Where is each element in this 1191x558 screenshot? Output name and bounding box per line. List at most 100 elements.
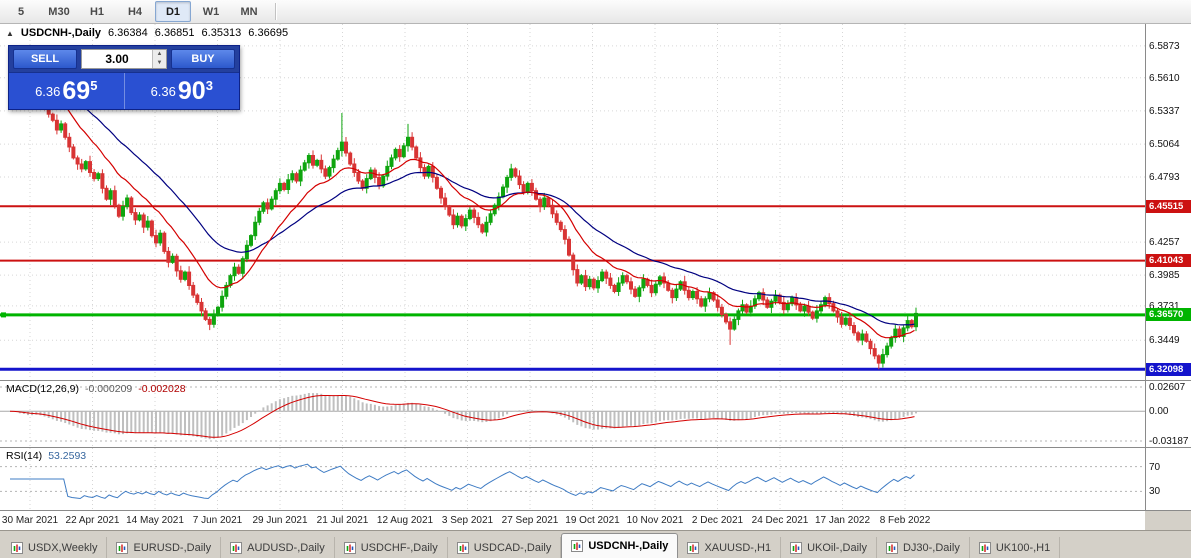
date-axis: 30 Mar 2021 22 Apr 2021 14 May 2021 7 Jun 2… <box>0 511 1145 530</box>
chart-tab-audusd-daily[interactable]: AUDUSD-,Daily <box>221 537 335 558</box>
volume-spin-down-icon[interactable]: ▼ <box>153 59 166 68</box>
chart-tab-label: USDCHF-,Daily <box>360 541 438 554</box>
chart-tab-label: USDX,Weekly <box>28 541 98 554</box>
macd-axis-label: -0.03187 <box>1149 436 1189 447</box>
chart-tab-usdcnh-daily[interactable]: USDCNH-,Daily <box>561 533 679 558</box>
macd-canvas[interactable] <box>0 381 1145 447</box>
macd-label: MACD(12,26,9) <box>6 383 79 395</box>
volume-spin-buttons: ▲ ▼ <box>152 50 166 68</box>
date-axis-label: 7 Jun 2021 <box>192 515 243 526</box>
price-axis: 6.5873 6.5610 6.5337 6.5064 6.4793 6.4257 6.39… <box>1145 24 1191 510</box>
chart-tab-label: UKOil-,Daily <box>807 541 867 554</box>
date-axis-label: 14 May 2021 <box>126 515 184 526</box>
date-axis-label: 27 Sep 2021 <box>501 515 559 526</box>
bid-price[interactable]: 6.36 69 5 <box>9 73 125 109</box>
chart-tab-label: UK100-,H1 <box>995 541 1051 554</box>
chart-tab-xauusd-h1[interactable]: XAUUSD-,H1 <box>678 537 782 558</box>
macd-axis-label: 0.00 <box>1149 406 1169 418</box>
price-axis-label: 6.3449 <box>1149 335 1180 347</box>
date-axis-label: 12 Aug 2021 <box>376 515 434 526</box>
chart-tab-usdcad-daily[interactable]: USDCAD-,Daily <box>448 537 562 558</box>
toolbar-separator <box>275 3 277 20</box>
rsi-panel: RSI(14) 53.2593 <box>0 448 1145 510</box>
hline-price-badge: 6.36570 <box>1146 308 1191 322</box>
chart-tab-label: XAUUSD-,H1 <box>704 541 772 554</box>
panel-separator <box>0 510 1191 511</box>
main-chart-panel: ▲ USDCNH-,Daily 6.36384 6.36851 6.35313 … <box>0 24 1145 380</box>
macd-axis-label: 0.02607 <box>1149 382 1186 393</box>
price-axis-label: 6.3731 <box>1149 300 1180 312</box>
date-axis-label: 17 Jan 2022 <box>814 515 871 526</box>
hline-price-badge: 6.32098 <box>1146 362 1191 376</box>
quote-open: 6.36384 <box>108 27 148 39</box>
date-axis-label: 30 Mar 2021 <box>1 515 59 526</box>
chart-tab-dj30-daily[interactable]: DJ30-,Daily <box>877 537 970 558</box>
ask-price-prefix: 6.36 <box>150 83 176 99</box>
macd-panel: MACD(12,26,9) -0.000209 -0.002028 <box>0 381 1145 447</box>
price-axis-label: 6.3985 <box>1149 270 1180 282</box>
price-chart-canvas[interactable] <box>0 24 1145 380</box>
quote-low: 6.35313 <box>201 27 242 39</box>
chart-tab-icon <box>571 540 584 552</box>
timeframe-button-h1[interactable]: H1 <box>89 5 105 18</box>
rsi-canvas[interactable] <box>0 448 1145 510</box>
chart-tab-icon <box>11 541 23 554</box>
date-axis-label: 2 Dec 2021 <box>691 515 744 526</box>
volume-value[interactable]: 3.00 <box>105 52 129 66</box>
buy-button[interactable]: BUY <box>171 49 235 69</box>
chart-tab-label: AUDUSD-,Daily <box>247 541 325 554</box>
timeframe-button-m30[interactable]: M30 <box>48 5 70 18</box>
chart-tab-uk100-h1[interactable]: UK100-,H1 <box>970 537 1061 558</box>
ask-price[interactable]: 6.36 90 3 <box>125 73 240 109</box>
bid-price-prefix: 6.36 <box>35 83 61 99</box>
price-axis-label: 6.5610 <box>1149 72 1180 84</box>
volume-spinner[interactable]: 3.00 ▲ ▼ <box>81 49 167 69</box>
macd-main-value: -0.000209 <box>84 383 133 395</box>
price-axis-label: 6.5064 <box>1149 139 1180 151</box>
trade-panel-prices: 6.36 69 5 6.36 90 3 <box>9 72 239 109</box>
timeframe-button-h4[interactable]: H4 <box>127 5 143 18</box>
bid-price-sup: 5 <box>90 78 98 93</box>
timeframe-button-mn[interactable]: MN <box>240 5 258 18</box>
price-axis-label: 6.5337 <box>1149 105 1180 117</box>
chart-tab-icon <box>790 541 803 554</box>
rsi-axis-label: 70 <box>1149 461 1161 473</box>
quote-close: 6.36695 <box>248 27 289 39</box>
ask-price-big: 90 <box>177 76 206 105</box>
hline-price-badge: 6.45515 <box>1146 199 1191 213</box>
bid-price-big: 69 <box>62 76 91 105</box>
chart-tab-label: EURUSD-,Daily <box>133 541 212 554</box>
timeframe-button-w1[interactable]: W1 <box>202 5 220 18</box>
panel-separator[interactable] <box>0 380 1191 381</box>
date-axis-label: 10 Nov 2021 <box>626 515 684 526</box>
price-axis-label: 6.5873 <box>1149 40 1180 52</box>
date-axis-label: 21 Jul 2021 <box>316 515 369 526</box>
rsi-axis-label: 30 <box>1149 486 1161 498</box>
sell-button[interactable]: SELL <box>13 49 77 69</box>
date-axis-label: 29 Jun 2021 <box>252 515 308 526</box>
macd-signal-value: -0.002028 <box>138 383 186 395</box>
date-axis-label: 8 Feb 2022 <box>879 515 931 526</box>
one-click-collapse-icon[interactable]: ▲ <box>6 28 14 38</box>
chart-tab-icon <box>687 541 700 554</box>
timeframe-button-d1[interactable]: D1 <box>155 1 191 22</box>
panel-separator[interactable] <box>0 447 1191 448</box>
chart-tab-icon <box>885 541 898 554</box>
chart-quote-line: ▲ USDCNH-,Daily 6.36384 6.36851 6.35313 … <box>6 27 288 39</box>
timeframe-button-5[interactable]: 5 <box>17 5 25 18</box>
chart-tab-label: DJ30-,Daily <box>902 541 960 554</box>
chart-tab-label: USDCNH-,Daily <box>588 540 669 552</box>
rsi-header: RSI(14) 53.2593 <box>6 450 86 462</box>
timeframe-toolbar: 5 M30 H1 H4 D1 W1 MN <box>0 0 1191 24</box>
chart-tab-eurusd-daily[interactable]: EURUSD-,Daily <box>107 537 222 558</box>
date-axis-label: 22 Apr 2021 <box>65 515 120 526</box>
price-axis-label: 6.4793 <box>1149 172 1180 183</box>
chart-tab-usdchf-daily[interactable]: USDCHF-,Daily <box>335 537 448 558</box>
chart-tab-icon <box>343 541 356 554</box>
chart-tab-usdx-weekly[interactable]: USDX,Weekly <box>2 537 108 558</box>
chart-symbol-label: USDCNH-,Daily <box>20 27 101 39</box>
chart-tab-ukoil-daily[interactable]: UKOil-,Daily <box>781 537 877 558</box>
volume-spin-up-icon[interactable]: ▲ <box>153 50 166 59</box>
date-axis-label: 3 Sep 2021 <box>441 515 494 526</box>
